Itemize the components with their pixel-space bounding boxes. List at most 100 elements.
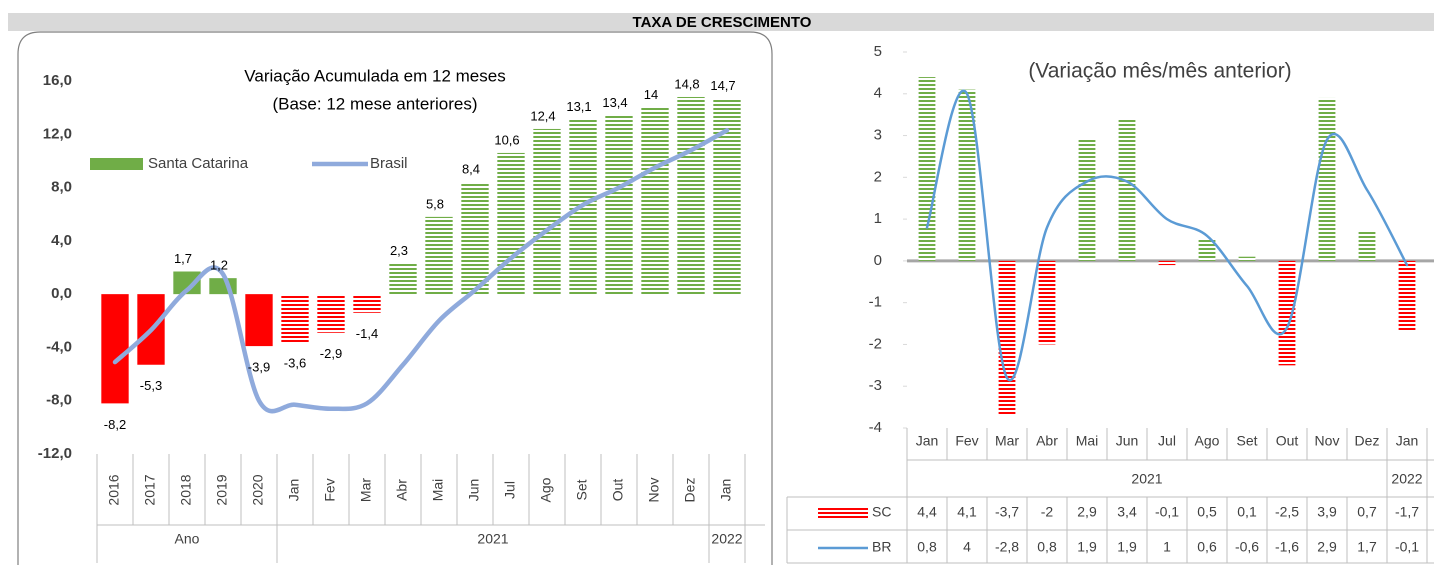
group-label: 2022	[711, 531, 742, 547]
table-cell: 4,1	[957, 504, 977, 520]
x-tick-label: Nov	[646, 478, 662, 503]
data-label: 14	[644, 87, 658, 102]
x-tick-label: Mar	[995, 433, 1019, 449]
bar	[533, 128, 561, 295]
x-tick-label: Mai	[1076, 433, 1099, 449]
x-tick-label: Jul	[502, 481, 518, 499]
table-cell: 0,8	[1037, 539, 1057, 555]
table-cell: 0,7	[1357, 504, 1377, 520]
y-tick-label: -1	[869, 294, 882, 311]
data-label: -3,6	[284, 356, 306, 371]
group-label: Ano	[175, 531, 200, 547]
x-tick-label: Mai	[430, 479, 446, 502]
y-tick-label: 8,0	[51, 179, 72, 196]
x-tick-label: Ago	[538, 477, 554, 502]
bar	[605, 115, 633, 295]
data-label: 13,1	[566, 99, 591, 114]
table-cell: 4	[963, 539, 971, 555]
bar	[1198, 240, 1216, 261]
y-tick-label: 16,0	[43, 72, 72, 89]
y-tick-label: -8,0	[46, 392, 72, 409]
legend-label: Santa Catarina	[148, 155, 249, 172]
x-tick-label: Fev	[955, 433, 978, 449]
y-tick-label: 4,0	[51, 232, 72, 249]
table-cell: 3,9	[1317, 504, 1337, 520]
data-label: -5,3	[140, 378, 162, 393]
x-tick-label: Abr	[394, 479, 410, 501]
y-tick-label: 3	[874, 127, 882, 144]
data-label: 5,8	[426, 196, 444, 211]
table-cell: 2,9	[1317, 539, 1337, 555]
bar	[1278, 260, 1296, 366]
table-cell: -2,8	[995, 539, 1019, 555]
x-tick-label: Jun	[1116, 433, 1139, 449]
table-cell: 0,6	[1197, 539, 1217, 555]
table-cell: -0,1	[1155, 504, 1179, 520]
bar	[1078, 139, 1096, 261]
table-cell: -2	[1041, 504, 1054, 520]
y-tick-label: -4,0	[46, 338, 72, 355]
table-cell: 2,9	[1077, 504, 1097, 520]
bar	[641, 107, 669, 295]
table-cell: -1,6	[1275, 539, 1299, 555]
data-label: 14,7	[710, 78, 735, 93]
y-tick-label: 4	[874, 85, 882, 102]
table-cell: -3,7	[995, 504, 1019, 520]
x-tick-label: Set	[1236, 433, 1257, 449]
bar	[281, 294, 309, 343]
table-cell: 1,7	[1357, 539, 1377, 555]
data-label: 10,6	[494, 132, 519, 147]
bar	[245, 294, 273, 347]
bar	[713, 98, 741, 295]
x-tick-label: Jan	[286, 479, 302, 502]
line	[112, 128, 730, 414]
data-label: 12,4	[530, 108, 555, 123]
x-tick-label: Dez	[1355, 433, 1380, 449]
x-tick-label: Jan	[1396, 433, 1419, 449]
bar	[173, 271, 201, 295]
legend-swatch	[90, 158, 143, 170]
data-label: 1,7	[174, 251, 192, 266]
bar	[918, 77, 936, 261]
header-bar	[8, 13, 1434, 31]
x-tick-label: 2018	[178, 474, 194, 505]
data-label: 13,4	[602, 95, 627, 110]
bar	[1358, 231, 1376, 261]
table-cell: -1,7	[1395, 504, 1419, 520]
table-cell: -2,5	[1275, 504, 1299, 520]
group-label: 2021	[477, 531, 508, 547]
y-tick-label: 5	[874, 43, 882, 60]
y-tick-label: -2	[869, 335, 882, 352]
x-tick-label: Jul	[1158, 433, 1176, 449]
table-cell: 1	[1163, 539, 1171, 555]
y-tick-label: 12,0	[43, 125, 72, 142]
x-tick-label: Out	[1276, 433, 1299, 449]
x-tick-label: Jan	[916, 433, 939, 449]
table-cell: 4,4	[917, 504, 937, 520]
group-label: 2021	[1131, 471, 1162, 487]
x-tick-label: 2017	[142, 474, 158, 505]
x-tick-label: Jan	[718, 479, 734, 502]
bar	[1318, 97, 1336, 261]
line	[925, 89, 1409, 382]
group-label: 2022	[1391, 471, 1422, 487]
bar	[677, 96, 705, 295]
bar	[353, 294, 381, 313]
chart-title: (Variação mês/mês anterior)	[1028, 60, 1291, 83]
bar	[998, 260, 1016, 416]
bar	[461, 182, 489, 295]
x-tick-label: 2016	[106, 474, 122, 505]
legend-label: Brasil	[370, 155, 408, 172]
x-tick-label: 2020	[250, 474, 266, 505]
table-cell: 1,9	[1077, 539, 1097, 555]
x-tick-label: Mar	[358, 478, 374, 502]
bar	[1238, 256, 1256, 261]
data-label: -3,9	[248, 360, 270, 375]
data-label: 8,4	[462, 162, 480, 177]
y-tick-label: 1	[874, 210, 882, 227]
table-cell: 1,9	[1117, 539, 1137, 555]
table-cell: 0,1	[1237, 504, 1257, 520]
x-tick-label: Nov	[1315, 433, 1340, 449]
y-tick-label: -12,0	[38, 445, 72, 462]
data-label: 1,2	[210, 258, 228, 273]
